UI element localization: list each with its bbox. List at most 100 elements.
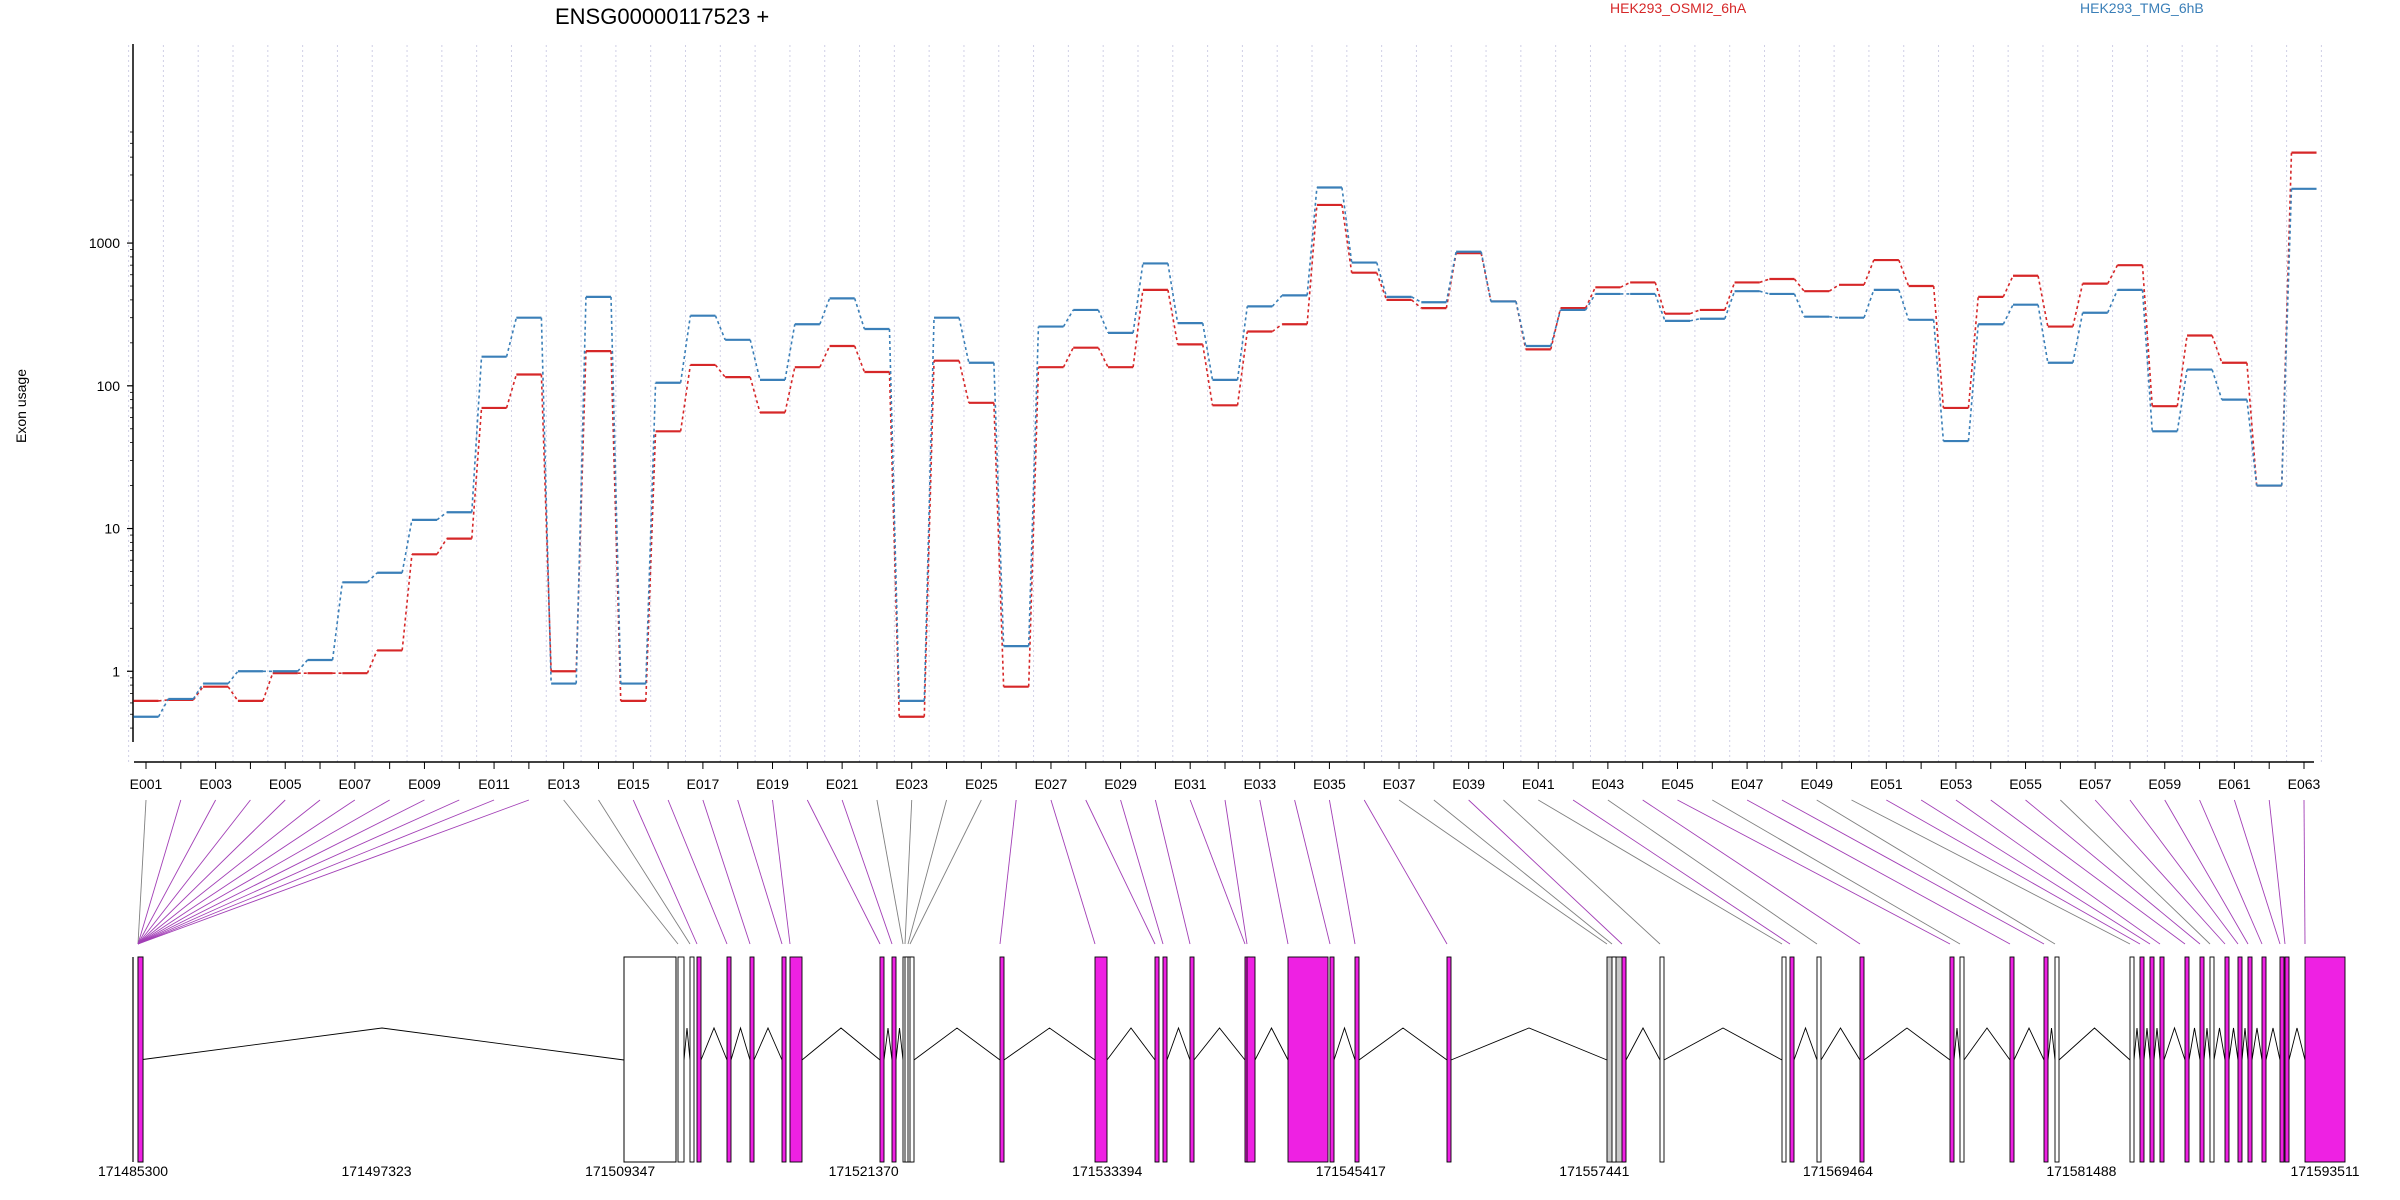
exon-connector xyxy=(1642,799,1861,945)
chart-title: ENSG00000117523 + xyxy=(555,4,769,29)
exon-label-layer: E001 E003 E005 E007 E009 E011 E013 E015 E017 E019… xyxy=(130,776,2321,792)
series-connector xyxy=(2037,275,2049,327)
exon-connector xyxy=(806,799,881,945)
exon-block-e020 xyxy=(879,956,885,1163)
x-tick-label-e017: E017 xyxy=(687,776,720,792)
series-connector xyxy=(1967,324,1980,442)
exon-connector xyxy=(1398,799,1608,945)
exon-block-e056 xyxy=(2209,956,2215,1163)
series-connector xyxy=(1550,307,1562,350)
series-connector xyxy=(923,360,935,717)
series-connector xyxy=(1132,289,1144,368)
coordinate-label: 171593511 xyxy=(2290,1163,2359,1179)
y-tick-label: 1 xyxy=(112,663,120,679)
exon-connector xyxy=(1363,799,1448,945)
exon-block-e048 xyxy=(2043,956,2049,1163)
series-connector xyxy=(436,511,448,521)
exon-block-e042 xyxy=(1789,956,1795,1163)
exon-connector xyxy=(841,799,893,945)
coordinate-label: 171569464 xyxy=(1803,1163,1873,1179)
series-connector xyxy=(1062,347,1074,368)
exon-connector xyxy=(137,799,251,945)
coordinate-layer: 171485300 171497323 171509347 171521370 1715… xyxy=(98,1163,2360,1179)
series-connector xyxy=(366,650,378,674)
series-connector xyxy=(2072,283,2084,327)
exon-connector xyxy=(1503,799,1661,945)
x-tick-label-e023: E023 xyxy=(895,776,928,792)
exon-connector xyxy=(772,799,791,945)
exon-block-e019 xyxy=(789,956,803,1163)
x-tick-label-e039: E039 xyxy=(1452,776,1485,792)
series-connector xyxy=(784,367,796,413)
exon-block-e057 xyxy=(2224,956,2230,1163)
intron-path xyxy=(138,1026,2306,1061)
series-connector xyxy=(540,317,552,684)
series-connector xyxy=(505,317,518,357)
exon-connector xyxy=(1955,799,2161,945)
intron-box xyxy=(623,956,677,1163)
legend-series-a: HEK293_OSMI2_6hA xyxy=(1610,0,1747,16)
exon-connector xyxy=(909,799,982,945)
exon-connector xyxy=(598,799,691,945)
series-connector xyxy=(1932,319,1945,442)
coordinate-label: 171485300 xyxy=(98,1163,168,1179)
series-connector xyxy=(610,351,622,701)
series-connector xyxy=(1793,278,1805,292)
exon-connector xyxy=(1712,799,1961,945)
series-connector xyxy=(401,519,413,573)
exon-connector xyxy=(137,799,425,945)
series-connector xyxy=(1271,294,1283,307)
exon-connector xyxy=(1886,799,2141,945)
series-connector xyxy=(1654,282,1666,314)
series-connector xyxy=(1724,282,1736,311)
x-tick-label-e025: E025 xyxy=(965,776,998,792)
exon-block-e027 xyxy=(1094,956,1108,1163)
exon-block-e043 xyxy=(1816,956,1822,1163)
coordinate-label: 171509347 xyxy=(585,1163,655,1179)
connector-layer xyxy=(137,799,2306,945)
exon-connector xyxy=(1781,799,2045,945)
series-connector xyxy=(1201,322,1214,381)
series-connector xyxy=(1306,204,1318,325)
x-tick-label-e019: E019 xyxy=(756,776,789,792)
coordinate-label: 171521370 xyxy=(829,1163,899,1179)
x-tick-label-e013: E013 xyxy=(547,776,580,792)
series-connector xyxy=(1097,347,1109,368)
series-connector xyxy=(470,407,483,539)
exon-connector xyxy=(907,799,947,945)
series-connector xyxy=(1863,259,1875,286)
exon-block-e018 xyxy=(781,956,787,1163)
exon-block-e054 xyxy=(2184,956,2190,1163)
series-connector xyxy=(1967,296,1980,408)
series-connector xyxy=(993,402,1005,687)
series-connector xyxy=(679,364,692,432)
exon-block-e046 xyxy=(1959,956,1965,1163)
exon-block-e052 xyxy=(2149,956,2155,1163)
series-connector xyxy=(958,317,970,363)
coordinate-label: 171533394 xyxy=(1072,1163,1142,1179)
exon-connector xyxy=(702,799,751,945)
series-connector xyxy=(1271,323,1283,333)
x-tick-label-e061: E061 xyxy=(2218,776,2251,792)
exon-block-e053 xyxy=(2159,956,2165,1163)
x-tick-label-e051: E051 xyxy=(1870,776,1903,792)
series-connector xyxy=(366,572,378,583)
exon-block-e059 xyxy=(2247,956,2253,1163)
x-tick-label-e011: E011 xyxy=(478,776,510,792)
exon-connector xyxy=(876,799,904,945)
series-connector xyxy=(2002,304,2014,325)
series-connector xyxy=(749,376,761,413)
series-connector xyxy=(888,328,901,701)
series-connector xyxy=(958,360,970,403)
exon-connector xyxy=(137,799,530,945)
exon-connector xyxy=(1224,799,1248,945)
coordinate-label: 171557441 xyxy=(1559,1163,1629,1179)
exon-connector xyxy=(1189,799,1246,945)
series-connector xyxy=(645,431,657,701)
series-connector xyxy=(819,345,831,368)
series-connector xyxy=(714,315,726,341)
x-tick-label-e049: E049 xyxy=(1800,776,1833,792)
x-tick-label-e057: E057 xyxy=(2079,776,2112,792)
exon-connector xyxy=(1990,799,2186,945)
exon-connector xyxy=(1294,799,1331,945)
